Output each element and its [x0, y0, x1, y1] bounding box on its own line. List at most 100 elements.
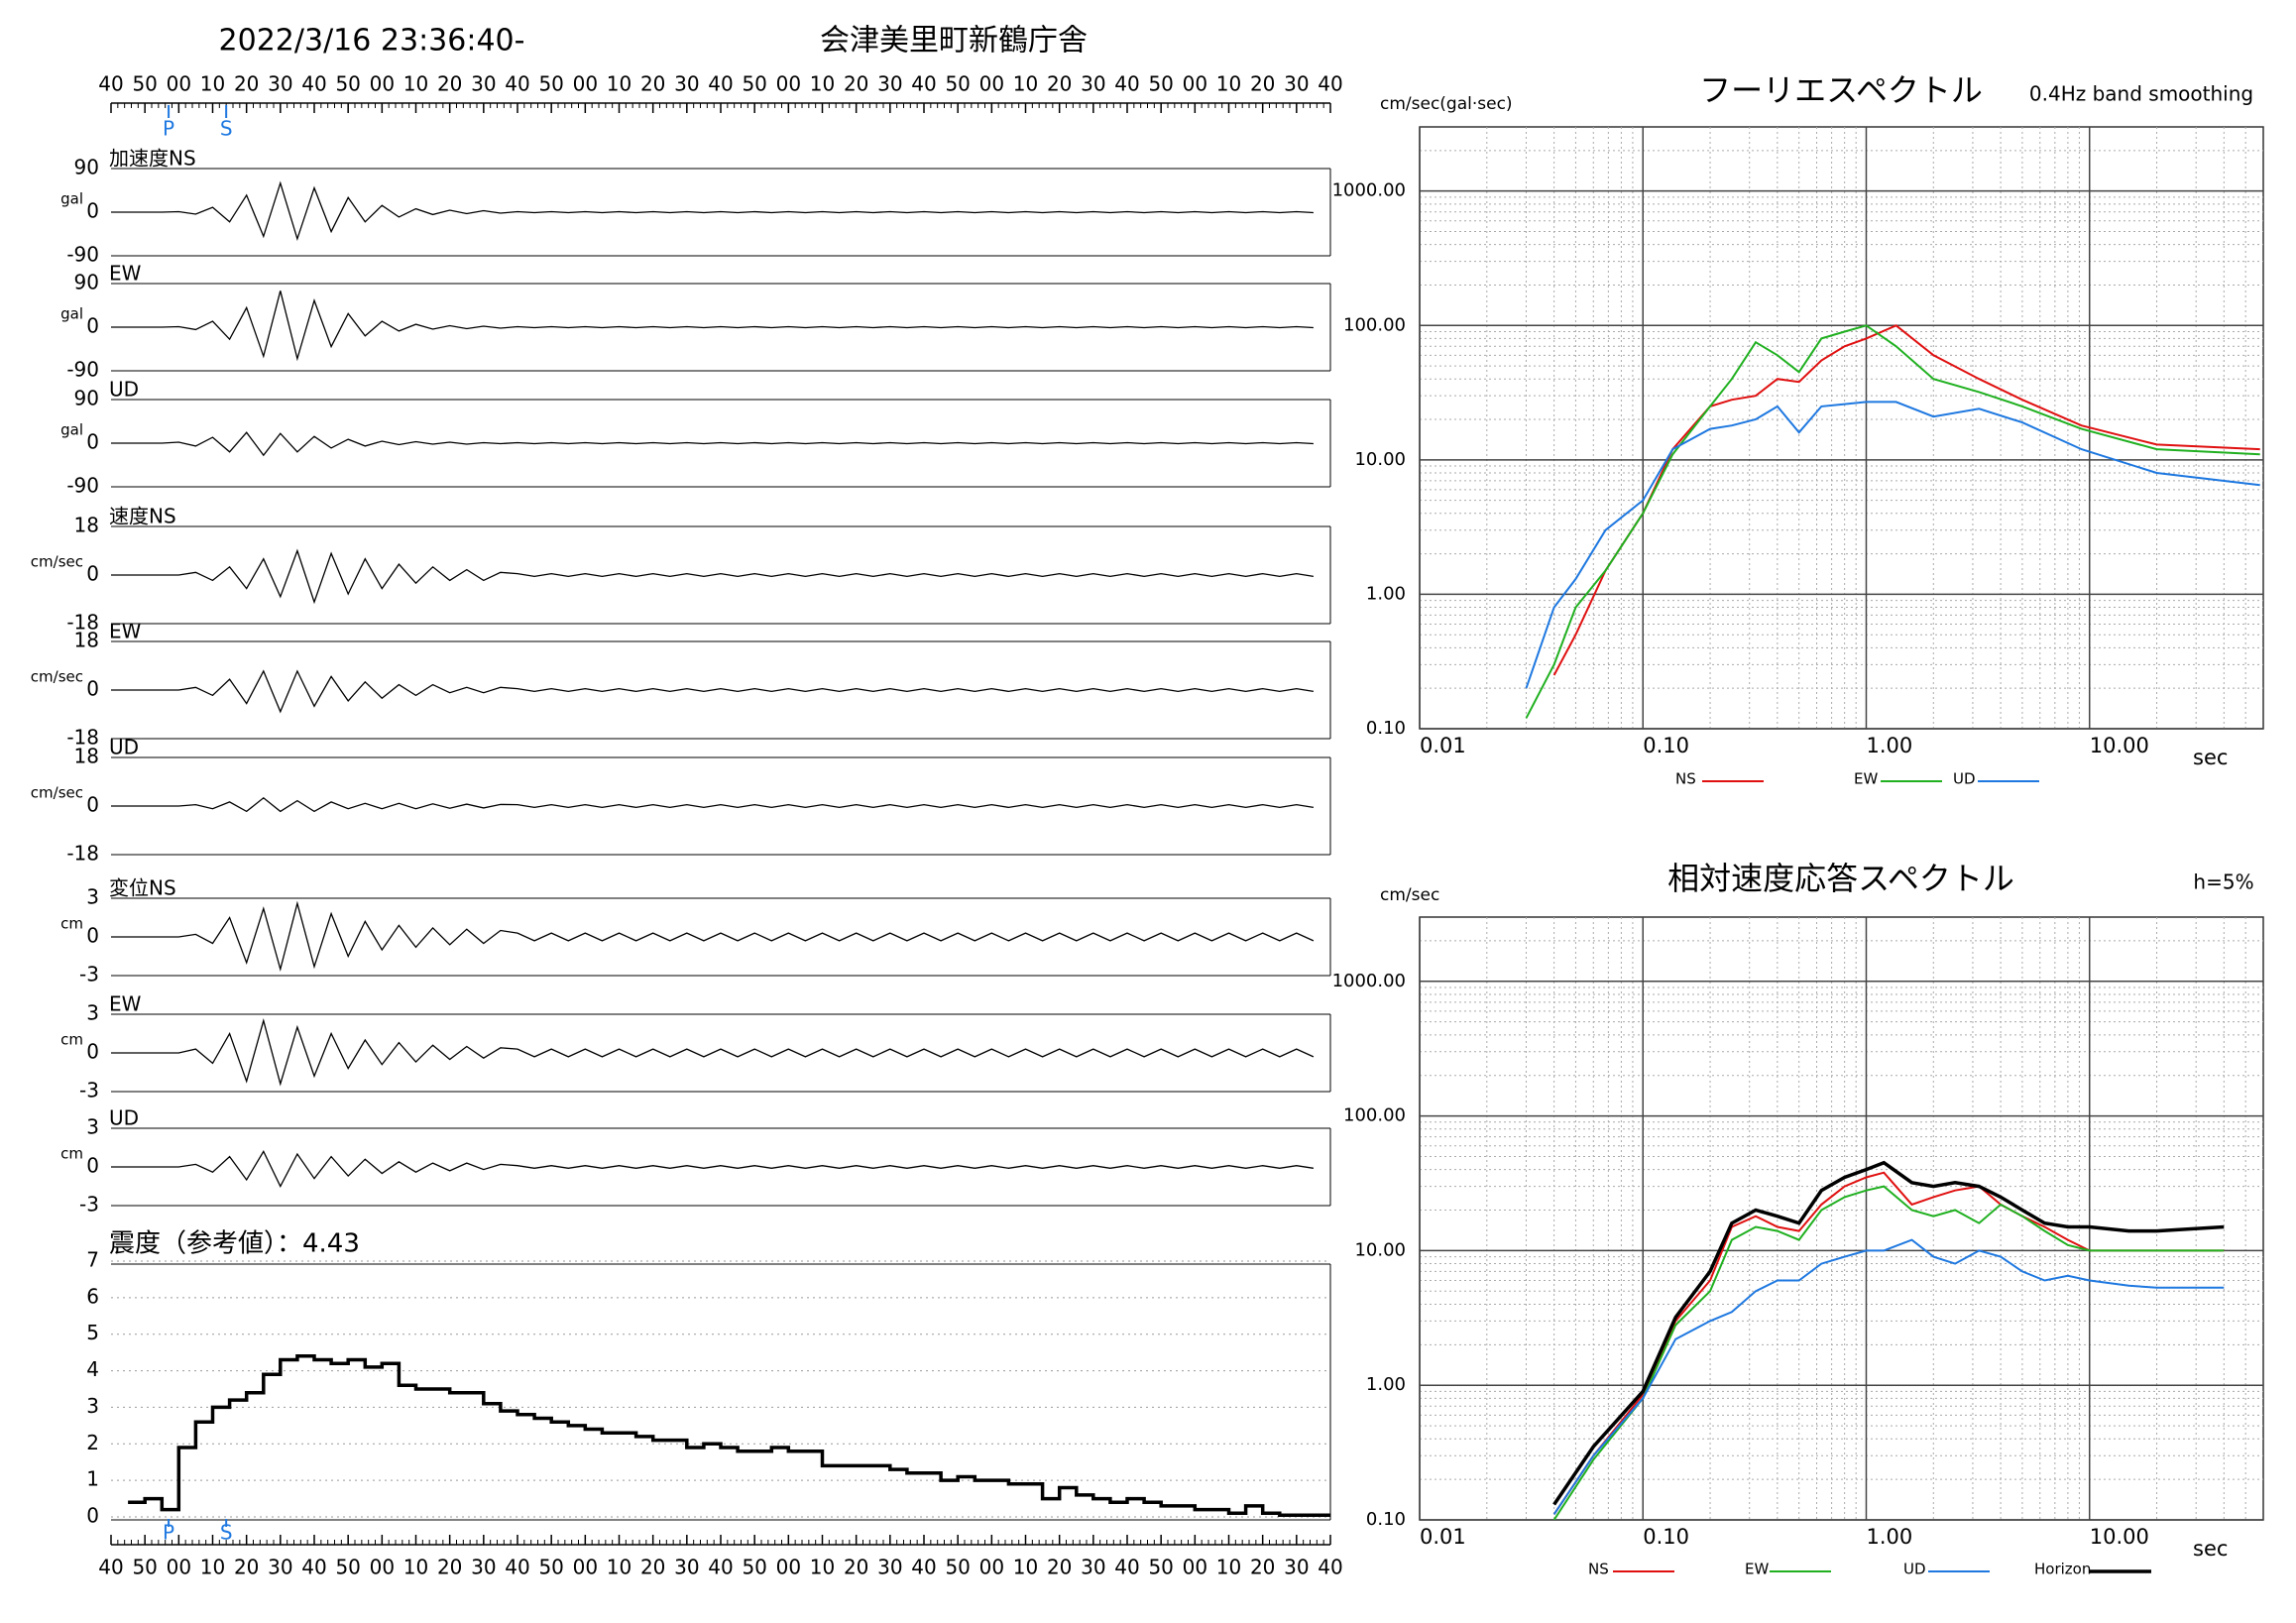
legend-label: EW: [1745, 1561, 1769, 1578]
phase-label: P: [163, 1521, 174, 1545]
y-tick-label: 0: [86, 1154, 99, 1178]
unit-label: gal: [60, 190, 83, 208]
spectrum-line: [1552, 1185, 2225, 1520]
legend-label: Horizon: [2034, 1561, 2091, 1578]
y-tick-label: 0.10: [1366, 718, 1406, 739]
time-tick-label: 10: [1216, 72, 1241, 96]
y-tick-label: 3: [86, 1001, 99, 1025]
y-tick-label: 1: [86, 1467, 99, 1491]
panel-label: 変位NS: [109, 876, 176, 900]
y-tick-label: 6: [86, 1284, 99, 1308]
x-tick-label: 0.01: [1420, 1525, 1466, 1549]
y-tick-label: 90: [74, 156, 99, 179]
waveform: [111, 796, 1315, 813]
time-tick-label: 20: [640, 72, 665, 96]
x-tick-label: 1.00: [1866, 734, 1912, 757]
time-tick-label: 30: [1081, 1556, 1105, 1579]
time-tick-label: 10: [810, 72, 835, 96]
unit-label: cm: [60, 915, 83, 933]
unit-label: gal: [60, 305, 83, 323]
time-tick-label: 10: [810, 1556, 835, 1579]
time-tick-label: 00: [1183, 72, 1207, 96]
panel-label: 加速度NS: [109, 147, 196, 171]
y-tick-label: 18: [74, 629, 99, 652]
time-tick-label: 00: [573, 72, 598, 96]
y-tick-label: -18: [66, 842, 99, 866]
spectrum-subtitle: h=5%: [2193, 870, 2253, 894]
spectrum-title: 相対速度応答スペクトル: [1667, 860, 2014, 897]
y-tick-label: 10.00: [1354, 1239, 1406, 1260]
time-tick-label: 40: [301, 72, 326, 96]
y-tick-label: -90: [66, 358, 99, 382]
waveform: [111, 548, 1315, 605]
time-tick-label: 30: [674, 72, 699, 96]
panel-label: UD: [109, 1106, 139, 1130]
panel-label: EW: [109, 992, 142, 1016]
time-tick-label: 10: [607, 72, 631, 96]
y-tick-label: 90: [74, 387, 99, 410]
time-tick-label: 20: [640, 1556, 665, 1579]
station-title: 会津美里町新鶴庁舎: [820, 24, 1088, 58]
unit-label: cm: [60, 1145, 83, 1163]
plot-area: [1419, 916, 2264, 1521]
time-tick-label: 40: [708, 1556, 733, 1579]
panel-label: EW: [109, 620, 142, 643]
time-tick-label: 30: [268, 72, 292, 96]
time-tick-label: 40: [505, 1556, 529, 1579]
x-tick-label: 0.10: [1643, 734, 1689, 757]
time-tick-label: 20: [437, 1556, 462, 1579]
spectrum-title: フーリエスペクトル: [1699, 71, 1983, 109]
unit-label: cm/sec: [31, 668, 83, 686]
time-tick-label: 30: [1081, 72, 1105, 96]
y-tick-label: 3: [86, 885, 99, 909]
y-tick-label: 0: [86, 1040, 99, 1064]
time-tick-label: 00: [979, 72, 1004, 96]
y-tick-label: 5: [86, 1321, 99, 1344]
y-axis-label: cm/sec: [1380, 885, 1439, 905]
legend-label: UD: [1953, 770, 1976, 788]
time-tick-label: 10: [403, 72, 428, 96]
waveform: [111, 290, 1314, 362]
time-tick-label: 10: [200, 1556, 225, 1579]
unit-label: cm: [60, 1031, 83, 1049]
time-tick-label: 20: [1250, 1556, 1275, 1579]
spectrum-line: [1525, 324, 2260, 719]
panel-label: 速度NS: [109, 505, 176, 528]
y-tick-label: 100.00: [1343, 1105, 1406, 1126]
y-tick-label: 90: [74, 271, 99, 294]
time-tick-label: 10: [1013, 72, 1038, 96]
y-tick-label: -3: [79, 1193, 99, 1217]
time-tick-label: 00: [167, 72, 191, 96]
time-tick-label: 50: [132, 72, 157, 96]
time-tick-label: 20: [844, 72, 868, 96]
waveform: [111, 900, 1315, 973]
x-tick-label: 0.10: [1643, 1525, 1689, 1549]
time-tick-label: 40: [1318, 1556, 1342, 1579]
y-tick-label: 1000.00: [1332, 971, 1406, 991]
legend-label: EW: [1854, 770, 1878, 788]
time-tick-label: 50: [945, 72, 970, 96]
plot-area: [1419, 126, 2264, 730]
time-tick-label: 30: [471, 72, 496, 96]
time-tick-label: 40: [98, 72, 123, 96]
x-axis-label: sec: [2193, 746, 2228, 769]
time-tick-label: 20: [1250, 72, 1275, 96]
time-tick-label: 00: [979, 1556, 1004, 1579]
time-tick-label: 50: [1148, 1556, 1173, 1579]
y-tick-label: -90: [66, 243, 99, 267]
panel-label: UD: [109, 378, 139, 402]
x-tick-label: 10.00: [2090, 734, 2149, 757]
time-tick-label: 40: [911, 1556, 936, 1579]
time-tick-label: 50: [742, 1556, 766, 1579]
time-tick-label: 50: [335, 1556, 360, 1579]
time-tick-label: 50: [945, 1556, 970, 1579]
y-tick-label: 18: [74, 514, 99, 537]
panel-label: UD: [109, 736, 139, 759]
time-tick-label: 30: [877, 72, 902, 96]
time-tick-label: 20: [437, 72, 462, 96]
legend-label: UD: [1903, 1561, 1926, 1578]
y-tick-label: 2: [86, 1431, 99, 1454]
spectrum-line: [1552, 1171, 2225, 1515]
intensity-title: 震度（参考値）：4.43: [109, 1229, 360, 1259]
